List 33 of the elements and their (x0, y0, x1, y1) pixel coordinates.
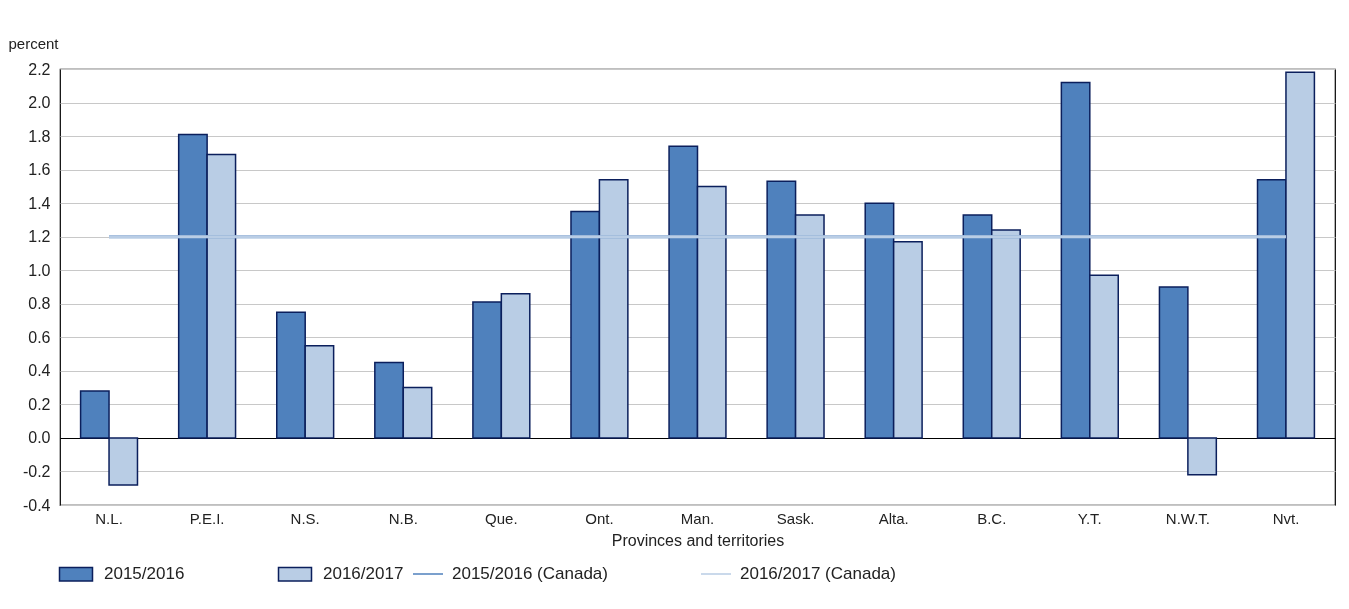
legend-label: 2015/2016 (104, 564, 185, 584)
x-axis-title: Provinces and territories (611, 531, 785, 549)
y-tick-label: 1.6 (28, 161, 51, 179)
x-tick-label: Y.T. (1077, 509, 1102, 527)
x-tick-label: P.E.I. (189, 509, 225, 527)
x-tick-label: Man. (680, 509, 715, 527)
y-tick-label: 0.0 (28, 429, 51, 447)
x-tick-label: B.C. (977, 509, 1007, 527)
y-axis-title: percent (8, 34, 60, 52)
y-tick-label: -0.4 (22, 496, 51, 514)
y-tick-label: 2.0 (28, 94, 51, 112)
x-tick-label: N.B. (388, 509, 418, 527)
legend-label: 2016/2017 (323, 564, 404, 584)
x-tick-label: N.L. (95, 509, 123, 527)
y-tick-label: 0.4 (28, 362, 51, 380)
y-tick-label: 1.0 (28, 261, 51, 279)
y-tick-label: 0.2 (28, 395, 51, 413)
x-tick-label: Nvt. (1272, 509, 1300, 527)
x-tick-label: Alta. (878, 509, 909, 527)
x-tick-label: Ont. (585, 509, 614, 527)
legend-label: 2016/2017 (Canada) (740, 564, 896, 583)
y-tick-label: -0.2 (22, 462, 51, 480)
y-tick-label: 1.2 (28, 228, 51, 246)
x-tick-label: N.S. (290, 509, 320, 527)
x-tick-label: N.W.T. (1165, 509, 1210, 527)
x-tick-label: Que. (485, 509, 518, 527)
y-tick-label: 2.2 (28, 60, 51, 78)
x-tick-label: Sask. (776, 509, 815, 527)
y-tick-label: 1.8 (28, 127, 51, 145)
y-tick-label: 1.4 (28, 194, 51, 212)
y-tick-label: 0.6 (28, 328, 51, 346)
y-tick-label: 0.8 (28, 295, 51, 313)
legend-label: 2015/2016 (Canada) (452, 564, 608, 583)
